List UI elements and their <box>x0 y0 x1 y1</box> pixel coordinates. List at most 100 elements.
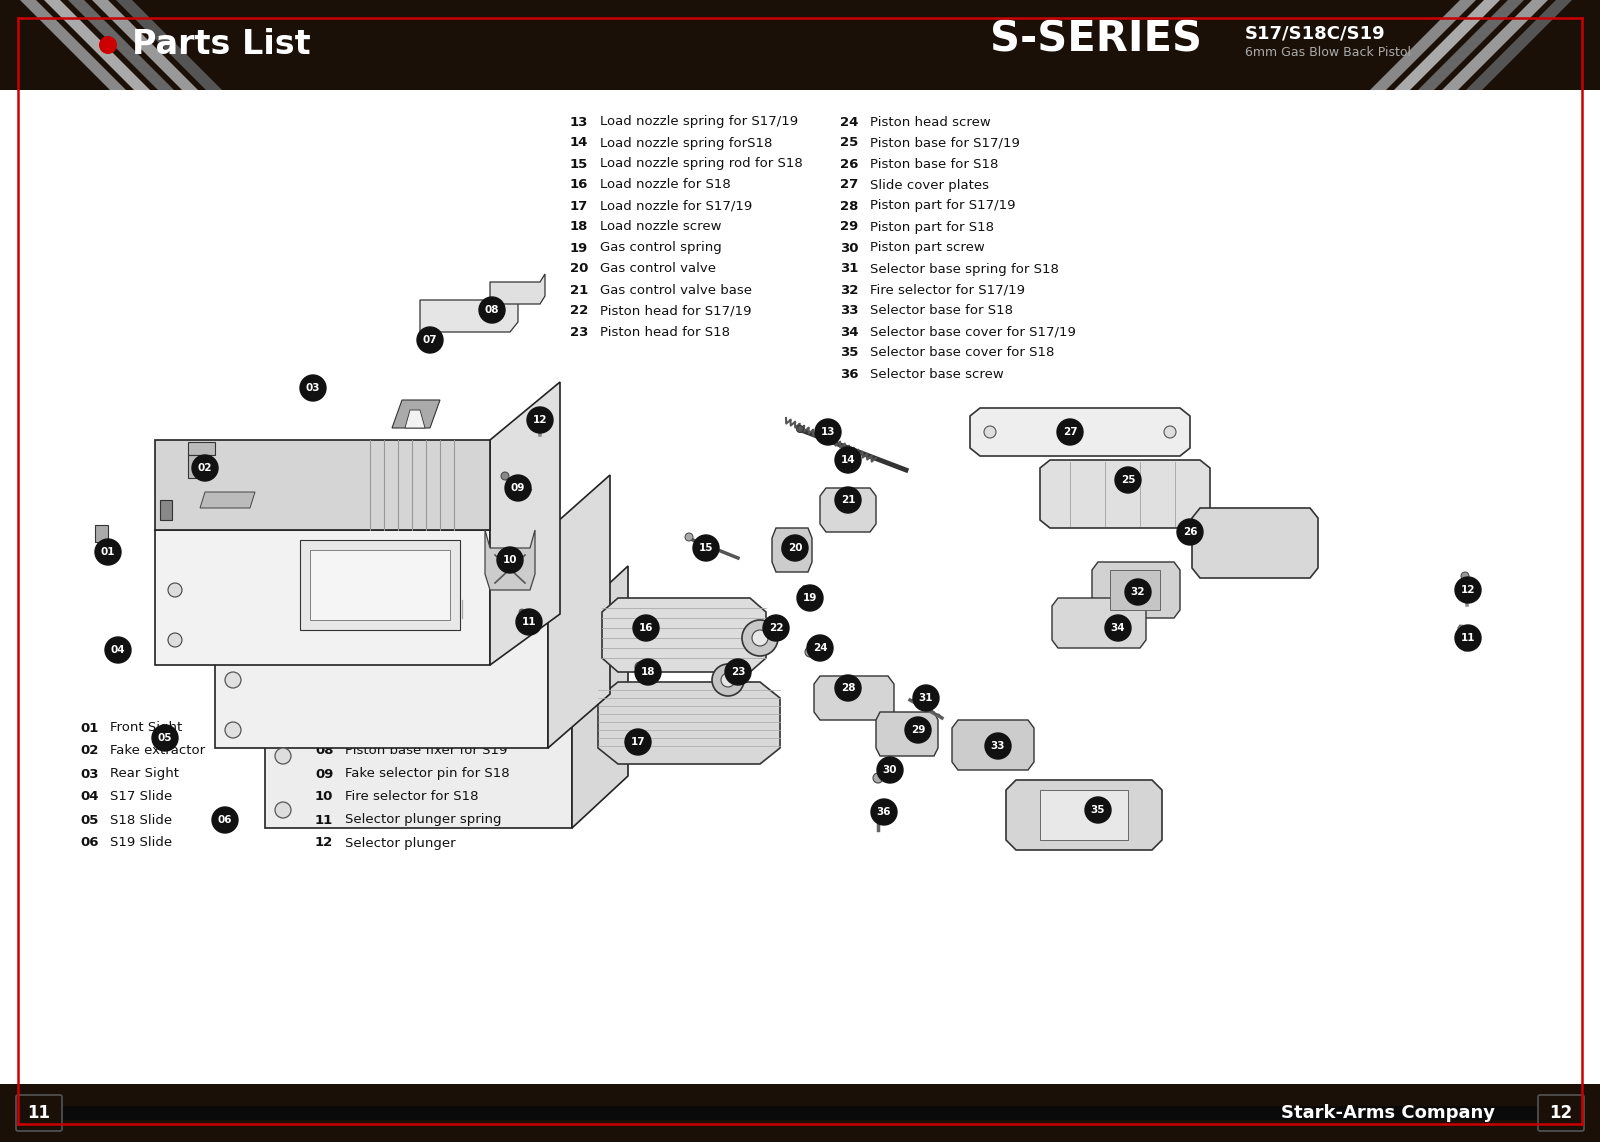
Text: 12: 12 <box>533 415 547 425</box>
Text: Load nozzle spring forS18: Load nozzle spring forS18 <box>600 137 773 150</box>
Circle shape <box>635 662 645 671</box>
Text: 30: 30 <box>840 241 859 255</box>
Text: 04: 04 <box>110 645 125 656</box>
Text: 09: 09 <box>315 767 333 780</box>
Polygon shape <box>1370 0 1475 90</box>
Circle shape <box>984 426 995 439</box>
Text: Selector plunger spring: Selector plunger spring <box>346 813 501 827</box>
Text: Piston head for S17/19: Piston head for S17/19 <box>600 305 752 317</box>
Circle shape <box>626 729 651 755</box>
Circle shape <box>1058 419 1083 445</box>
Polygon shape <box>1192 508 1318 578</box>
Text: Selector base cover for S18: Selector base cover for S18 <box>870 346 1054 360</box>
Text: 04: 04 <box>80 790 99 804</box>
Polygon shape <box>1091 562 1181 618</box>
Text: Gas control valve base: Gas control valve base <box>600 283 752 297</box>
Text: 6mm Gas Blow Back Pistol: 6mm Gas Blow Back Pistol <box>1245 47 1411 59</box>
Text: Load nozzle for S17/19: Load nozzle for S17/19 <box>600 200 752 212</box>
Polygon shape <box>310 550 450 620</box>
Polygon shape <box>189 442 214 455</box>
Circle shape <box>168 584 182 597</box>
Circle shape <box>763 616 789 641</box>
Text: 17: 17 <box>570 200 589 212</box>
Polygon shape <box>877 711 938 756</box>
Circle shape <box>1115 467 1141 493</box>
Text: Fire selector for S18: Fire selector for S18 <box>346 790 478 804</box>
Text: 06: 06 <box>218 815 232 825</box>
Text: Selector base spring for S18: Selector base spring for S18 <box>870 263 1059 275</box>
Circle shape <box>515 609 542 635</box>
Text: 13: 13 <box>821 427 835 437</box>
Text: Selector base cover for S17/19: Selector base cover for S17/19 <box>870 325 1075 338</box>
Text: Piston part for S18: Piston part for S18 <box>870 220 994 233</box>
Text: Fake selector pin for S18: Fake selector pin for S18 <box>346 767 510 780</box>
Text: Parts List: Parts List <box>131 29 310 62</box>
Text: 35: 35 <box>1091 805 1106 815</box>
Text: 25: 25 <box>1120 475 1136 485</box>
Circle shape <box>1178 518 1203 545</box>
Text: 31: 31 <box>840 263 858 275</box>
Text: 21: 21 <box>840 494 856 505</box>
Polygon shape <box>573 566 627 828</box>
Text: 02: 02 <box>80 745 98 757</box>
Circle shape <box>870 799 898 825</box>
Text: 16: 16 <box>638 624 653 633</box>
Text: Fire selector for S17/19: Fire selector for S17/19 <box>870 283 1026 297</box>
Text: 34: 34 <box>840 325 859 338</box>
Circle shape <box>418 327 443 353</box>
Text: 22: 22 <box>768 624 784 633</box>
Text: 29: 29 <box>910 725 925 735</box>
Text: 33: 33 <box>840 305 859 317</box>
Text: 08: 08 <box>485 305 499 315</box>
Text: 15: 15 <box>699 542 714 553</box>
Text: Piston base fixer for S17/18: Piston base fixer for S17/18 <box>346 722 530 734</box>
Circle shape <box>806 635 834 661</box>
Text: 07: 07 <box>422 335 437 345</box>
Circle shape <box>518 609 525 616</box>
Circle shape <box>1165 426 1176 439</box>
Polygon shape <box>1040 790 1128 841</box>
Circle shape <box>1106 616 1131 641</box>
Circle shape <box>478 297 506 323</box>
Circle shape <box>152 725 178 751</box>
Text: Selector base screw: Selector base screw <box>870 368 1003 380</box>
Text: 11: 11 <box>27 1104 51 1121</box>
Text: 33: 33 <box>990 741 1005 751</box>
Text: 23: 23 <box>731 667 746 677</box>
Text: Load nozzle spring rod for S18: Load nozzle spring rod for S18 <box>600 158 803 170</box>
Text: 07: 07 <box>315 722 333 734</box>
Polygon shape <box>115 0 222 90</box>
Polygon shape <box>771 528 813 572</box>
Circle shape <box>725 659 750 685</box>
Text: 05: 05 <box>80 813 98 827</box>
Text: 03: 03 <box>80 767 99 780</box>
Text: 28: 28 <box>840 683 856 693</box>
Text: 27: 27 <box>840 178 858 192</box>
Text: 36: 36 <box>877 807 891 817</box>
Circle shape <box>301 375 326 401</box>
Text: 31: 31 <box>918 693 933 703</box>
Polygon shape <box>814 676 894 719</box>
Circle shape <box>635 659 661 685</box>
Circle shape <box>986 733 1011 759</box>
Circle shape <box>722 673 734 687</box>
Polygon shape <box>819 488 877 532</box>
Circle shape <box>506 475 531 501</box>
Text: Gas control spring: Gas control spring <box>600 241 722 255</box>
Circle shape <box>742 620 778 656</box>
Polygon shape <box>1442 0 1549 90</box>
Polygon shape <box>155 530 490 665</box>
Circle shape <box>211 807 238 833</box>
Polygon shape <box>1053 598 1146 648</box>
Polygon shape <box>1418 0 1523 90</box>
Text: S-SERIES: S-SERIES <box>990 19 1202 61</box>
Polygon shape <box>490 383 560 665</box>
Polygon shape <box>155 440 490 530</box>
Text: 24: 24 <box>813 643 827 653</box>
Text: Piston base for S17/19: Piston base for S17/19 <box>870 137 1019 150</box>
Circle shape <box>782 534 808 561</box>
Text: 28: 28 <box>840 200 858 212</box>
Text: Load nozzle screw: Load nozzle screw <box>600 220 722 233</box>
Text: 27: 27 <box>1062 427 1077 437</box>
Circle shape <box>1085 797 1110 823</box>
